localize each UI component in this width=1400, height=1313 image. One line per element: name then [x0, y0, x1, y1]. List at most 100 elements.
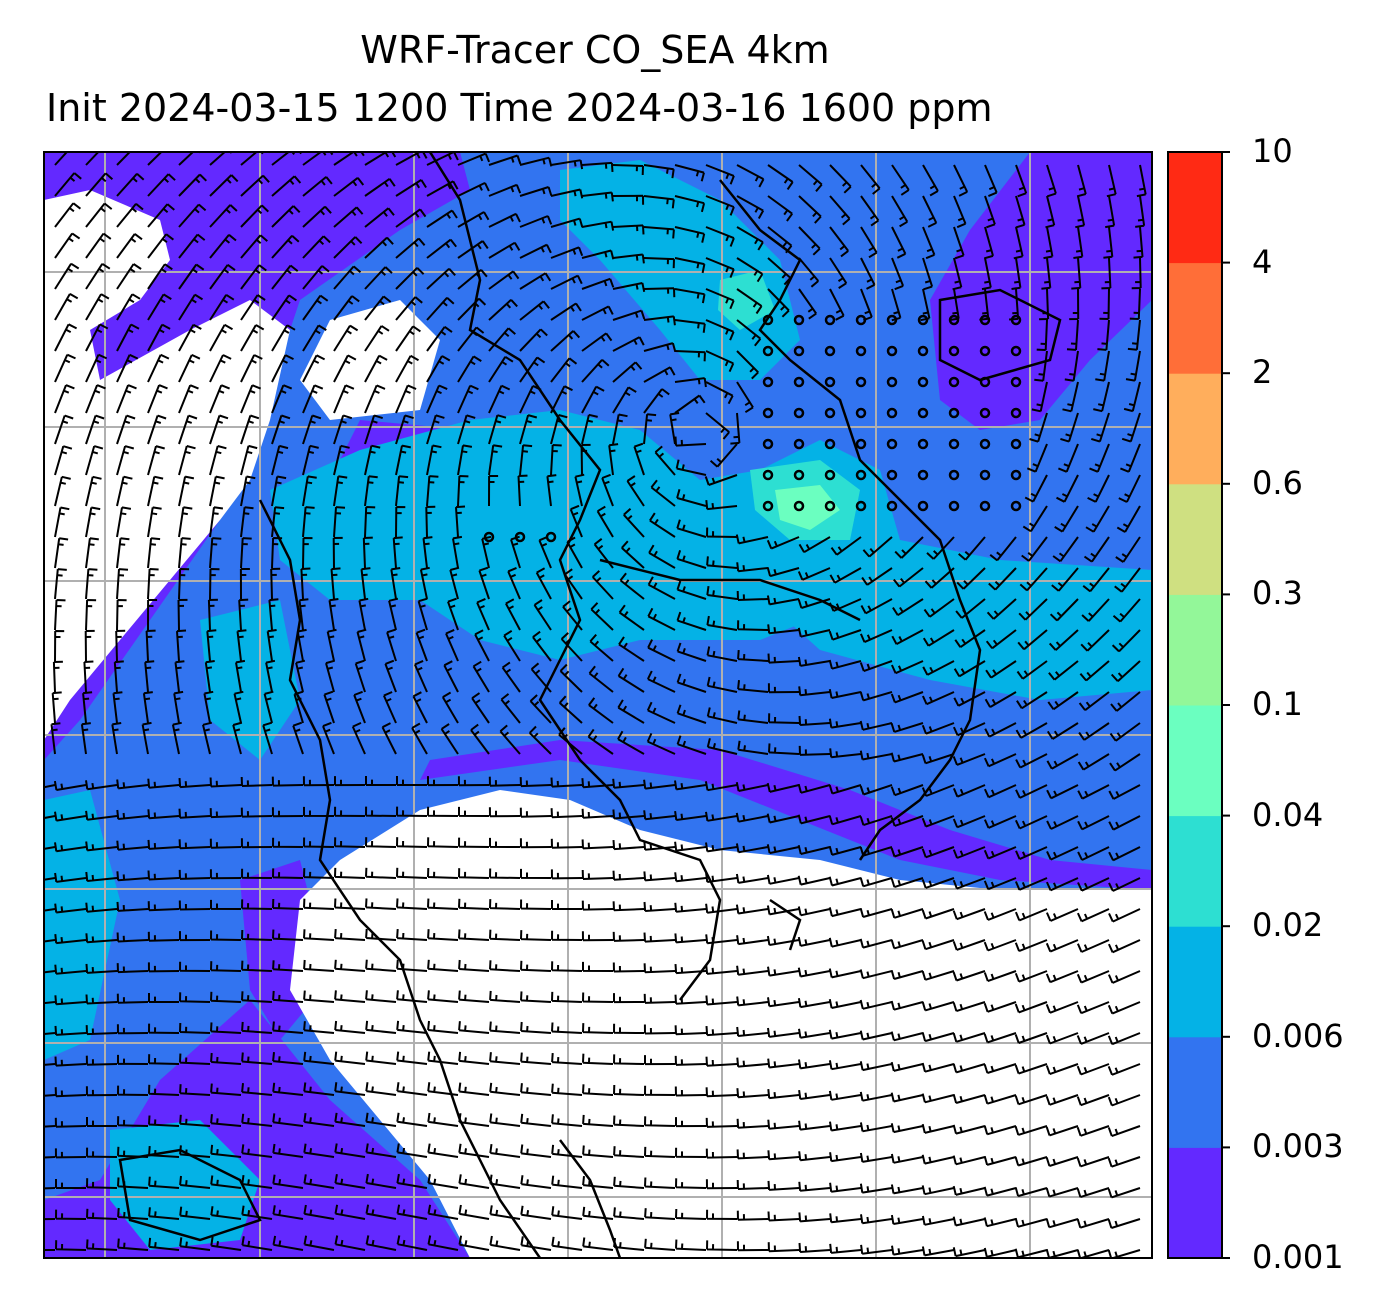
calm-marker — [793, 407, 805, 419]
wind-barb — [178, 152, 201, 166]
wind-barb — [365, 928, 397, 941]
wind-barb — [890, 877, 924, 889]
wind-barb — [1101, 257, 1112, 290]
wind-barb — [147, 962, 180, 973]
wind-barb — [271, 324, 296, 352]
wind-barb — [85, 202, 113, 228]
wind-barb — [209, 777, 242, 788]
wind-barb — [588, 697, 614, 724]
wind-barb — [116, 537, 130, 569]
wind-barb — [859, 1183, 893, 1194]
wind-barb — [828, 968, 862, 979]
wind-barb — [952, 1001, 986, 1013]
wind-barb — [488, 355, 514, 383]
wind-barb — [582, 1176, 614, 1189]
wind-barb — [417, 597, 428, 631]
wind-barb — [550, 869, 583, 880]
wind-barb — [613, 993, 645, 1004]
wind-barb — [298, 598, 309, 631]
wind-barb — [674, 257, 706, 274]
wind-barb — [643, 413, 657, 445]
wind-barb — [1076, 970, 1110, 984]
wind-barb — [551, 1114, 583, 1127]
wind-barb — [330, 567, 341, 600]
wind-barb — [426, 296, 455, 321]
wind-barb — [1043, 226, 1054, 260]
calm-marker — [948, 407, 960, 419]
wind-barb — [489, 929, 521, 941]
wind-barb — [272, 1174, 304, 1189]
wind-barb — [952, 1063, 986, 1074]
wind-barb — [530, 662, 552, 693]
wind-barb — [890, 1123, 924, 1134]
wind-barb — [798, 1059, 831, 1070]
wind-barb — [395, 384, 417, 414]
wind-barb — [1056, 474, 1079, 503]
wind-barb — [83, 660, 94, 693]
wind-barb — [1045, 195, 1056, 229]
wind-barb — [302, 384, 324, 414]
wind-barb — [797, 936, 831, 947]
colorbar-bin-0.04 — [1168, 705, 1222, 817]
wind-barb — [1095, 350, 1110, 382]
wind-barb — [116, 323, 140, 352]
wind-barb — [984, 722, 1017, 738]
wind-barb — [921, 939, 955, 951]
wind-barb — [550, 246, 584, 259]
wind-barb — [952, 753, 986, 766]
wind-barb — [890, 970, 924, 980]
wind-barb — [1107, 1187, 1141, 1199]
wind-barb — [669, 412, 680, 445]
wind-barb — [334, 776, 366, 787]
wind-barb — [85, 599, 97, 631]
wind-barb — [921, 1123, 955, 1134]
wind-barb — [365, 959, 397, 972]
wind-barb — [457, 776, 490, 787]
calm-marker — [886, 376, 898, 388]
wind-barb — [356, 628, 367, 662]
wind-barb — [334, 1235, 366, 1251]
wind-barb — [798, 1181, 831, 1192]
wind-barb — [116, 353, 139, 383]
wind-barb — [612, 336, 645, 352]
wind-barb — [240, 838, 273, 849]
wind-barb — [519, 807, 552, 818]
wind-barb — [271, 175, 302, 197]
wind-barb — [382, 691, 397, 724]
wind-barb — [676, 550, 707, 569]
wind-barb — [581, 359, 610, 383]
wind-barb — [1075, 195, 1086, 229]
wind-barb — [706, 738, 738, 755]
wind-barb — [767, 683, 800, 694]
calm-marker — [824, 314, 836, 326]
wind-barb — [1014, 908, 1048, 922]
wind-barb — [952, 908, 986, 921]
wind-barb — [704, 781, 738, 792]
wind-barb — [767, 653, 800, 664]
wind-barb — [1135, 195, 1146, 228]
wind-barb — [674, 1025, 707, 1036]
calm-marker — [979, 345, 991, 357]
calm-marker — [793, 469, 805, 481]
wind-barb — [365, 1173, 397, 1189]
calm-marker — [793, 314, 805, 326]
wind-barb — [488, 444, 503, 476]
wind-barb — [1069, 288, 1080, 321]
wind-barb — [148, 1176, 180, 1189]
wind-barb — [612, 164, 644, 176]
calm-marker — [886, 345, 898, 357]
colorbar — [1167, 151, 1230, 1259]
wind-barb — [706, 556, 738, 569]
wind-barb — [613, 1023, 645, 1034]
wind-barb — [646, 670, 676, 693]
wind-barb — [272, 837, 304, 848]
wind-barb — [148, 1237, 180, 1251]
wind-barb — [365, 837, 397, 848]
wind-barb — [983, 1001, 1017, 1013]
wind-barb — [488, 212, 521, 228]
wind-barb — [767, 1058, 800, 1069]
wind-barb — [1024, 474, 1048, 503]
calm-marker — [1010, 345, 1022, 357]
wind-barb — [860, 226, 878, 259]
wind-barb — [675, 1208, 707, 1220]
